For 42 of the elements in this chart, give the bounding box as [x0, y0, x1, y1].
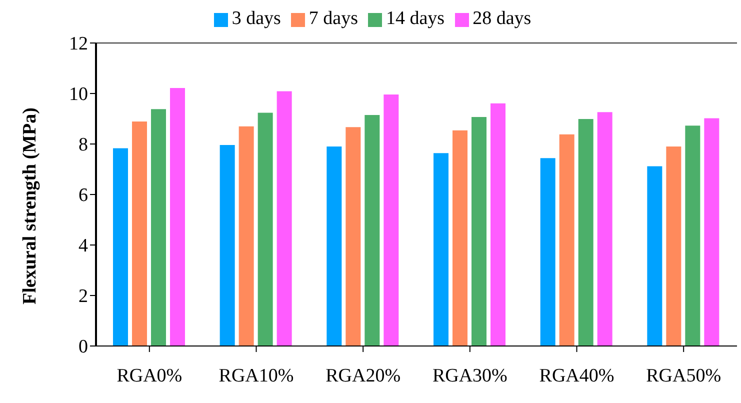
bar — [258, 112, 273, 346]
bar — [170, 88, 185, 346]
bar — [597, 112, 612, 346]
bar — [685, 126, 700, 346]
legend-label: 14 days — [386, 8, 445, 29]
y-tick-label: 8 — [78, 134, 88, 156]
x-tick-label: RGA30% — [432, 365, 508, 386]
bar — [132, 122, 147, 346]
bar — [151, 109, 166, 346]
bar — [346, 127, 361, 346]
bar — [384, 94, 399, 346]
bar — [666, 146, 682, 346]
x-tick-label: RGA20% — [326, 365, 401, 386]
x-tick-label: RGA10% — [218, 365, 294, 386]
x-tick-label: RGA0% — [116, 365, 182, 386]
y-tick-label: 6 — [78, 185, 88, 206]
bar — [472, 116, 486, 346]
y-axis-title: Flexural strength (MPa) — [20, 108, 41, 304]
bar — [704, 118, 720, 346]
bar — [647, 166, 662, 346]
bar — [578, 119, 594, 346]
y-tick-label: 2 — [78, 286, 88, 308]
bar — [238, 126, 254, 346]
y-tick-label: 4 — [78, 236, 88, 257]
bar — [364, 114, 380, 346]
bar — [540, 158, 556, 346]
bar — [434, 153, 448, 346]
y-tick-label: 12 — [69, 34, 88, 55]
bar — [326, 146, 342, 346]
y-tick-label: 0 — [78, 336, 88, 358]
bar — [452, 130, 468, 346]
x-tick-label: RGA50% — [646, 365, 722, 386]
legend-label: 3 days — [232, 8, 281, 29]
bar — [113, 148, 128, 346]
legend-label: 28 days — [472, 8, 532, 29]
bar — [490, 103, 506, 346]
y-tick-label: 10 — [69, 84, 88, 106]
bar — [220, 145, 235, 346]
bar — [276, 91, 292, 346]
legend-label: 7 days — [308, 8, 358, 29]
x-tick-label: RGA40% — [539, 365, 614, 386]
bar — [559, 134, 574, 346]
